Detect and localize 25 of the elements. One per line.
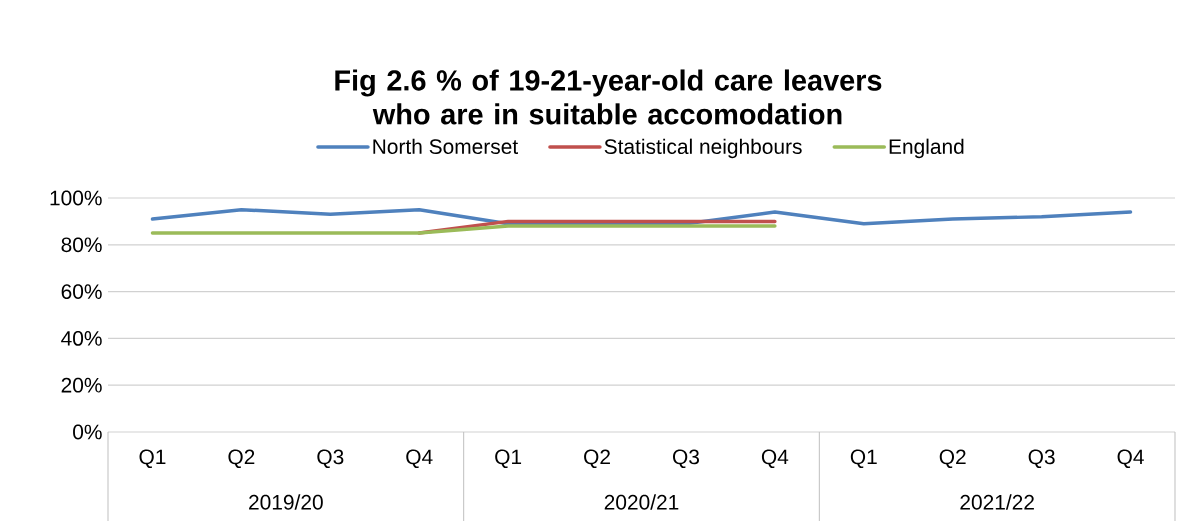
text: 2021/22 [960,494,1034,510]
text: 2019/20 [249,494,323,510]
x-tick-label: Q2 [228,449,255,469]
x-tick-label: Q1 [495,449,522,469]
y-tick-label: 40% [61,330,102,346]
x-tick-label: Q3 [1028,449,1055,469]
y-tick-label: 60% [61,284,102,299]
legend-label: England [889,138,964,159]
x-tick-label: Q1 [139,449,166,469]
x-tick-label: Q3 [317,449,344,469]
legend-label: Statistical neighbours [604,138,802,159]
x-tick-label: Q1 [850,449,877,469]
y-tick-label: 100% [50,190,102,206]
y-tick-label: 0% [73,424,102,440]
x-tick-label: Q2 [584,449,610,469]
y-tick-label: 20% [61,377,102,393]
x-tick-label: Q4 [1117,449,1144,469]
x-tick-label: Q4 [406,449,433,469]
y-tick-label: 80% [61,237,102,253]
chart-title: Fig 2.6 % of 19-21-year-old care leavers who are in suitable accomodation [335,69,882,125]
legend-label: North Somerset [373,138,519,155]
x-tick-label: Q4 [761,449,789,469]
text: 2020/21 [604,494,679,510]
x-tick-label: Q3 [672,449,699,469]
x-tick-label: Q2 [939,449,966,469]
